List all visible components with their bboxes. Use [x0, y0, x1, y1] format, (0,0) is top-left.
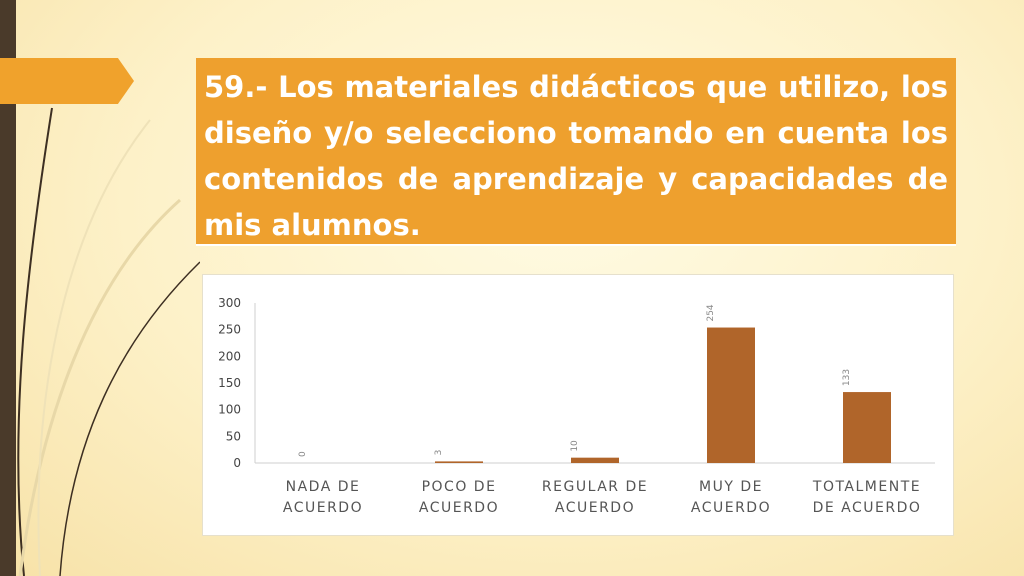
category-label: MUY DE [699, 479, 763, 495]
title-arrow-decor [0, 58, 134, 104]
category-label: ACUERDO [691, 500, 771, 516]
bar [843, 392, 891, 463]
y-tick-label: 50 [226, 429, 241, 443]
category-label: TOTALMENTE [812, 479, 921, 495]
bar [707, 327, 755, 463]
y-tick-label: 250 [218, 323, 241, 337]
category-label: ACUERDO [419, 500, 499, 516]
y-tick-label: 150 [218, 376, 241, 390]
chart-panel: 0 50 100 150 200 250 300 0 NADA DE ACUERDO 3 POCO D… [202, 274, 954, 536]
category-label: ACUERDO [555, 500, 635, 516]
data-label: 0 [298, 451, 308, 457]
left-decor-bar [0, 0, 16, 576]
category-label: REGULAR DE [542, 479, 648, 495]
bar [571, 457, 619, 463]
bar-chart: 0 50 100 150 200 250 300 0 NADA DE ACUERDO 3 POCO D… [218, 296, 935, 516]
y-tick-label: 0 [233, 456, 241, 470]
title-box: 59.- Los materiales didácticos que utili… [196, 58, 956, 246]
bar [435, 461, 483, 463]
data-label: 254 [706, 304, 716, 321]
data-label: 10 [570, 440, 580, 452]
category-label: POCO DE [422, 479, 497, 495]
category-label: DE ACUERDO [813, 500, 922, 516]
category-label: NADA DE [286, 479, 361, 495]
slide-title: 59.- Los materiales didácticos que utili… [204, 70, 948, 242]
category-label: ACUERDO [283, 500, 363, 516]
data-label: 133 [842, 369, 852, 386]
y-tick-label: 300 [218, 296, 241, 310]
decor-curves [17, 107, 200, 576]
y-tick-label: 200 [218, 349, 241, 363]
data-label: 3 [434, 450, 444, 456]
y-tick-label: 100 [218, 403, 241, 417]
